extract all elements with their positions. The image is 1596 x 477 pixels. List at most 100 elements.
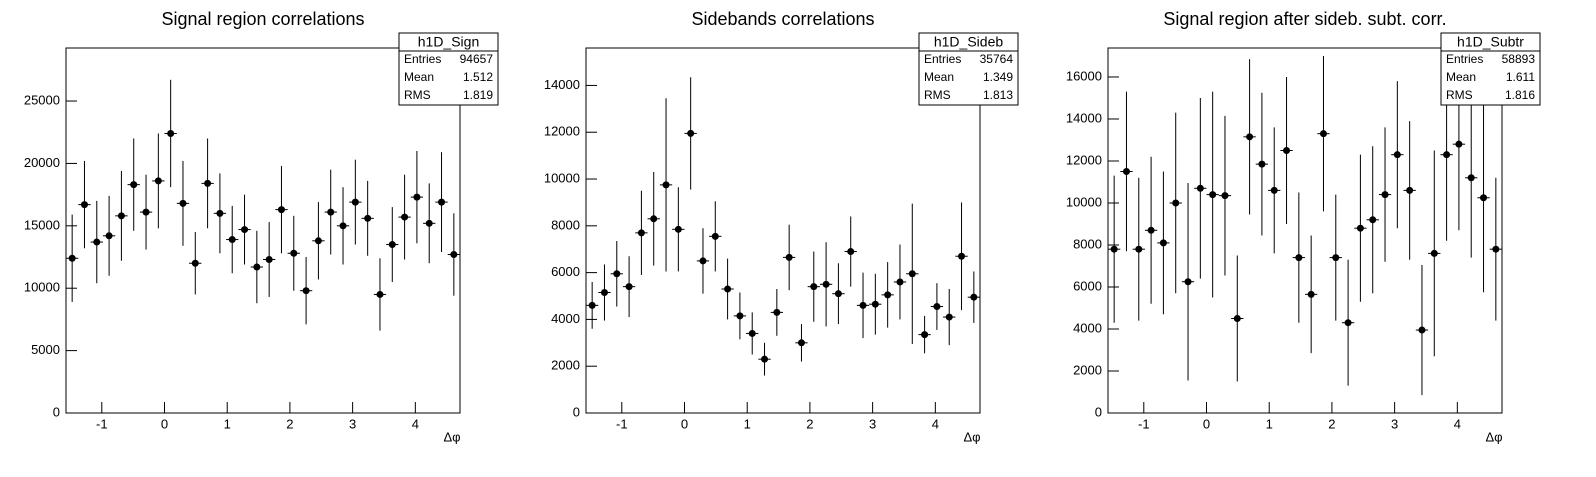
y-tick-label: 4000 — [551, 311, 580, 326]
stats-label: Mean — [1446, 70, 1476, 84]
data-point — [1480, 194, 1488, 202]
data-point — [290, 249, 298, 257]
stats-box — [1440, 32, 1541, 106]
data-point — [376, 290, 384, 298]
data-point — [834, 290, 842, 298]
stats-value: 35764 — [980, 52, 1014, 66]
x-tick-label: 4 — [1454, 416, 1461, 431]
x-tick-label: 3 — [349, 416, 356, 431]
data-point — [1344, 319, 1352, 327]
data-point — [588, 301, 596, 309]
data-point — [1418, 326, 1426, 334]
chart-title: Sidebands correlations — [691, 9, 874, 29]
x-tick-label: 3 — [1391, 416, 1398, 431]
data-point — [179, 199, 187, 207]
stats-value: 1.349 — [983, 70, 1013, 84]
stats-box — [918, 32, 1019, 106]
data-point — [711, 232, 719, 240]
y-tick-label: 12000 — [544, 124, 580, 139]
stats-title: h1D_Sideb — [934, 34, 1003, 50]
stats-label: Entries — [404, 52, 441, 66]
y-tick-label: 12000 — [1066, 152, 1102, 167]
data-point — [314, 237, 322, 245]
x-tick-label: -1 — [96, 416, 108, 431]
data-point — [847, 248, 855, 256]
stats-label: RMS — [404, 88, 431, 102]
data-point — [933, 303, 941, 311]
data-point — [613, 270, 621, 278]
data-point — [908, 270, 916, 278]
stats-value: 1.512 — [463, 70, 493, 84]
data-point — [945, 313, 953, 321]
stats-title: h1D_Sign — [418, 34, 480, 50]
x-tick-label: -1 — [616, 416, 628, 431]
stats-label: Mean — [404, 70, 434, 84]
data-point — [327, 208, 335, 216]
data-point — [1135, 245, 1143, 253]
stats-label: Entries — [1446, 52, 1483, 66]
stats-value: 1.611 — [1506, 70, 1535, 84]
data-point — [1172, 199, 1180, 207]
data-point — [625, 283, 633, 291]
stats-value: 1.816 — [1505, 88, 1535, 102]
y-tick-label: 0 — [573, 404, 580, 419]
y-tick-label: 14000 — [1066, 110, 1102, 125]
y-tick-label: 6000 — [1073, 278, 1102, 293]
data-point — [425, 219, 433, 227]
data-point — [970, 293, 978, 301]
data-point — [871, 300, 879, 308]
data-point — [1110, 245, 1118, 253]
data-point — [167, 129, 175, 137]
stats-label: RMS — [1446, 88, 1473, 102]
y-tick-label: 10000 — [24, 280, 60, 295]
data-point — [241, 226, 249, 234]
data-point — [1246, 133, 1254, 141]
x-tick-label: 1 — [224, 416, 231, 431]
data-point — [105, 232, 113, 240]
data-point — [921, 331, 929, 339]
data-point — [68, 254, 76, 262]
x-tick-label: 2 — [286, 416, 293, 431]
x-tick-label: -1 — [1138, 416, 1150, 431]
data-point — [1159, 239, 1167, 247]
y-tick-label: 0 — [1095, 404, 1102, 419]
data-point — [1283, 146, 1291, 154]
data-point — [1406, 186, 1414, 194]
data-point — [1443, 151, 1451, 159]
data-point — [204, 179, 212, 187]
data-point — [413, 193, 421, 201]
data-point — [401, 213, 409, 221]
data-point — [674, 225, 682, 233]
data-point — [1455, 140, 1463, 148]
data-point — [736, 312, 744, 320]
frame — [585, 47, 981, 414]
data-point — [761, 355, 769, 363]
data-point — [687, 129, 695, 137]
data-point — [650, 215, 658, 223]
x-tick-label: 2 — [806, 416, 813, 431]
data-point — [699, 257, 707, 265]
frame — [65, 47, 461, 414]
data-point — [253, 263, 261, 271]
data-point — [93, 238, 101, 246]
data-point — [364, 214, 372, 222]
x-tick-label: 0 — [681, 416, 688, 431]
data-point — [130, 181, 138, 189]
data-point — [1122, 167, 1130, 175]
data-point — [1196, 184, 1204, 192]
y-tick-label: 2000 — [551, 358, 580, 373]
stats-value: 1.813 — [983, 88, 1013, 102]
x-axis-label: Δφ — [963, 429, 980, 444]
x-tick-label: 4 — [412, 416, 419, 431]
stats-title: h1D_Subtr — [1457, 34, 1524, 50]
data-point — [1307, 290, 1315, 298]
y-tick-label: 10000 — [544, 170, 580, 185]
data-point — [859, 301, 867, 309]
data-point — [80, 201, 88, 209]
data-point — [1430, 249, 1438, 257]
data-point — [1270, 186, 1278, 194]
x-axis-label: Δφ — [1485, 429, 1502, 444]
x-tick-label: 0 — [1203, 416, 1210, 431]
data-point — [1381, 191, 1389, 199]
